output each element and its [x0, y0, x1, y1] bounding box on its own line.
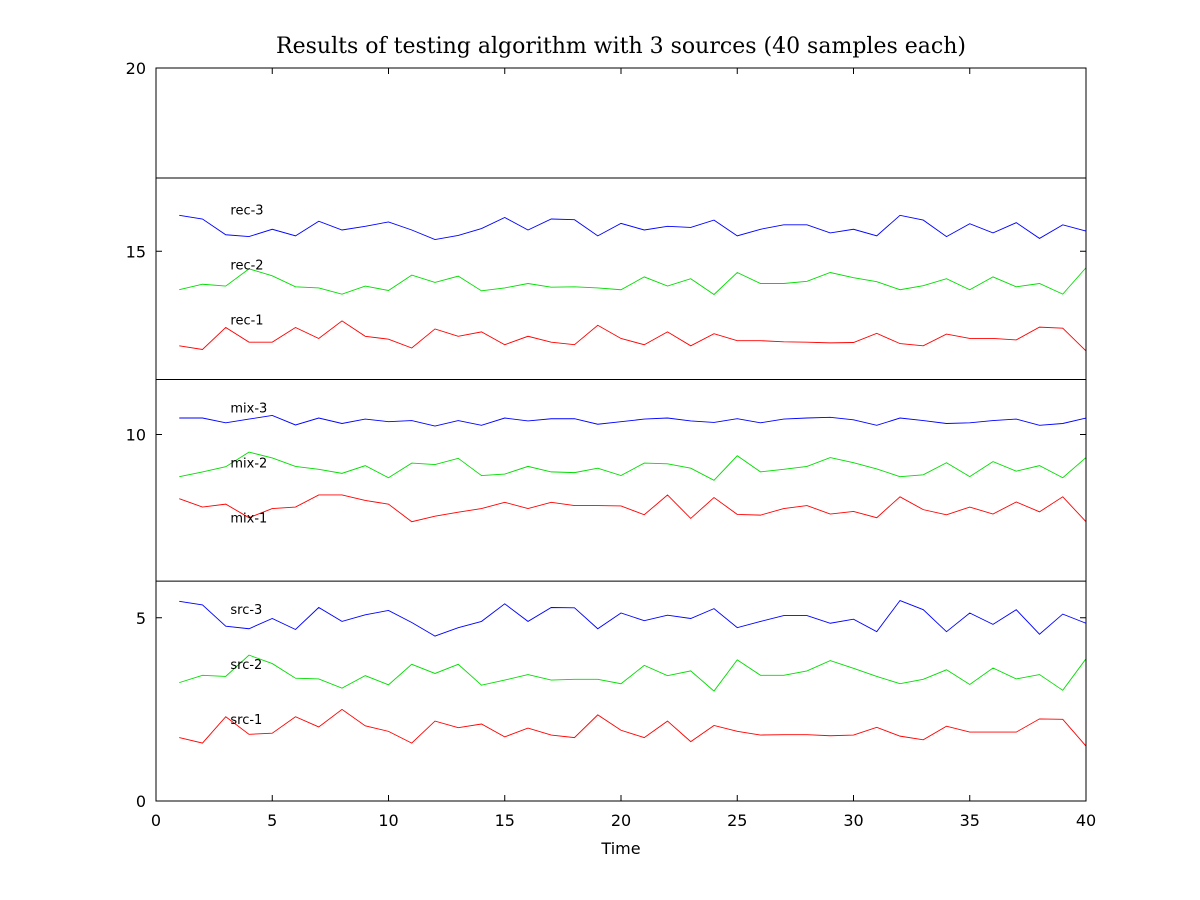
series-line-src-1 — [179, 708, 1087, 747]
series-line-mix-2 — [179, 451, 1087, 481]
series-label-rec-2: rec-2 — [230, 259, 263, 274]
series-label-mix-1: mix-1 — [230, 511, 267, 526]
y-axis-ticks: 0 5 10 15 20 — [126, 59, 1086, 811]
series-line-src-2 — [179, 654, 1087, 692]
panel-separators — [156, 177, 1086, 582]
series-label-src-1: src-1 — [230, 713, 262, 728]
x-axis-label: Time — [600, 839, 640, 858]
series-label-rec-3: rec-3 — [230, 204, 263, 219]
series-lines — [179, 214, 1087, 747]
series-labels: src-1 src-2 src-3 mix-1 mix-2 mix-3 rec-1 rec-2… — [230, 204, 267, 728]
x-tick-label-5: 5 — [267, 811, 277, 830]
series-label-mix-3: mix-3 — [230, 402, 267, 417]
y-tick-label-5: 5 — [136, 609, 146, 628]
series-label-src-2: src-2 — [230, 658, 262, 673]
x-tick-label-30: 30 — [843, 811, 863, 830]
chart-title: Results of testing algorithm with 3 sour… — [276, 34, 966, 59]
series-line-src-3 — [179, 599, 1087, 637]
x-tick-label-40: 40 — [1076, 811, 1096, 830]
series-line-rec-2 — [179, 267, 1087, 296]
series-line-mix-1 — [179, 494, 1087, 523]
series-line-mix-3 — [179, 414, 1087, 427]
y-tick-label-15: 15 — [126, 242, 146, 261]
x-tick-label-35: 35 — [960, 811, 980, 830]
y-tick-label-0: 0 — [136, 792, 146, 811]
series-line-rec-1 — [179, 320, 1087, 352]
y-tick-label-10: 10 — [126, 426, 146, 445]
y-tick-label-20: 20 — [126, 59, 146, 78]
series-label-rec-1: rec-1 — [230, 314, 263, 329]
x-tick-label-15: 15 — [495, 811, 515, 830]
x-axis-ticks: 0 5 10 15 20 25 30 35 40 — [151, 68, 1096, 830]
x-tick-label-10: 10 — [378, 811, 398, 830]
series-label-src-3: src-3 — [230, 603, 262, 618]
x-tick-label-25: 25 — [727, 811, 747, 830]
x-tick-label-20: 20 — [611, 811, 631, 830]
x-tick-label-0: 0 — [151, 811, 161, 830]
series-label-mix-2: mix-2 — [230, 456, 267, 471]
series-line-rec-3 — [179, 214, 1087, 240]
